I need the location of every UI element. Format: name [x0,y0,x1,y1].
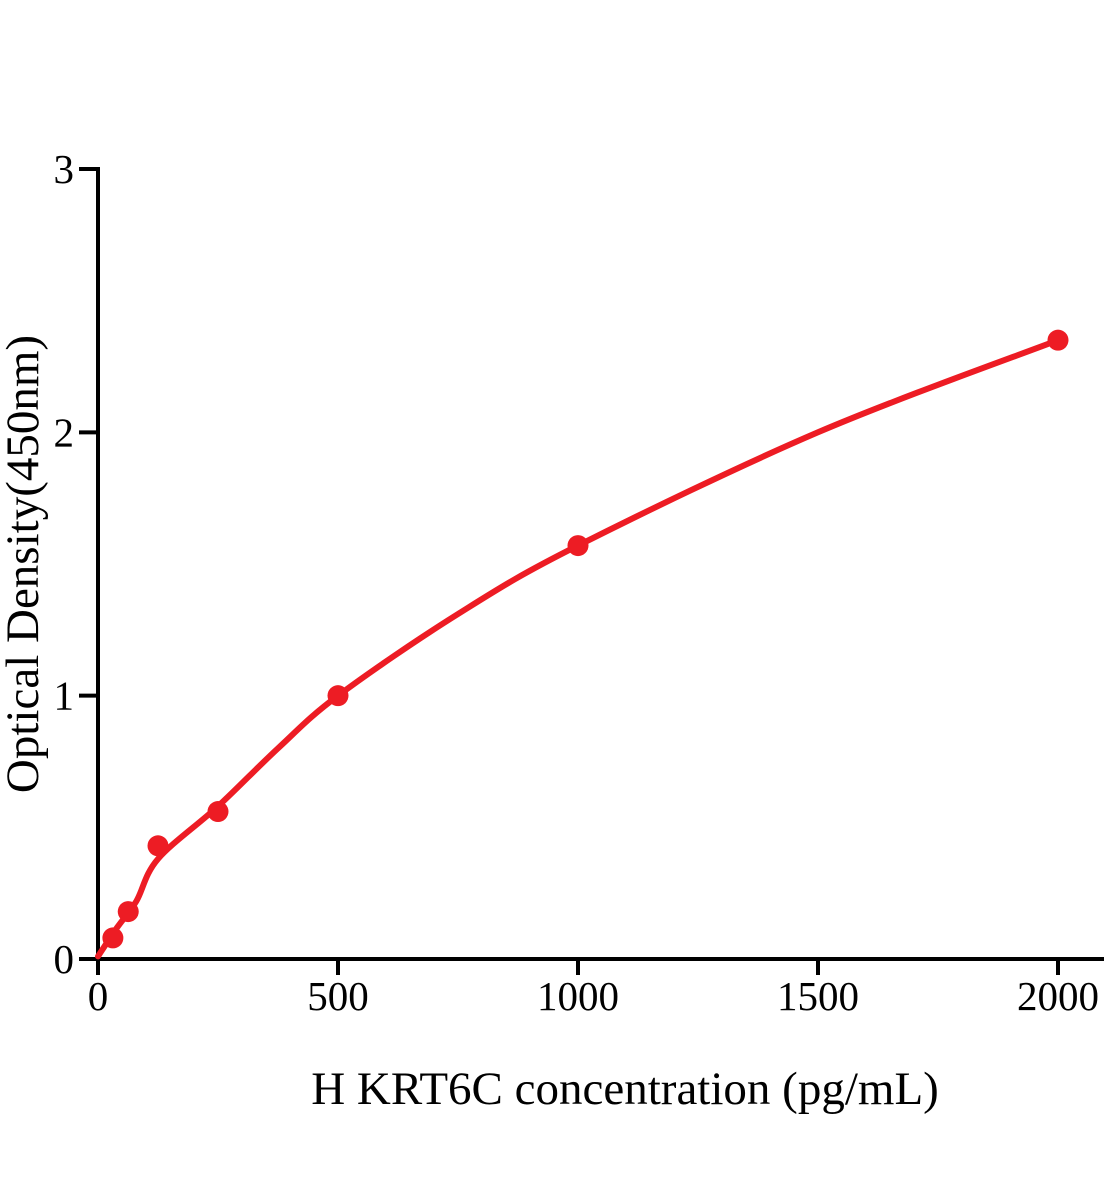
x-axis-title: H KRT6C concentration (pg/mL) [311,1063,939,1115]
y-tick-label: 3 [54,146,75,192]
y-tick-label: 1 [54,673,75,719]
data-point-marker [117,901,139,923]
data-point-marker [1047,329,1069,351]
data-point-marker [147,835,169,857]
y-axis-title: Optical Density(450nm) [0,335,49,793]
x-tick-label: 500 [307,973,369,1019]
fit-curve-line [95,337,1061,960]
x-tick-label: 0 [88,973,109,1019]
data-point-marker [567,535,589,557]
y-tick-label: 2 [54,409,75,455]
y-tick-label: 0 [54,936,75,982]
data-point-marker [207,801,229,823]
data-point-marker [327,685,349,707]
x-tick-label: 1500 [777,973,859,1019]
data-point-marker [102,927,124,949]
x-tick-label: 1000 [537,973,619,1019]
x-tick-label: 2000 [1017,973,1099,1019]
